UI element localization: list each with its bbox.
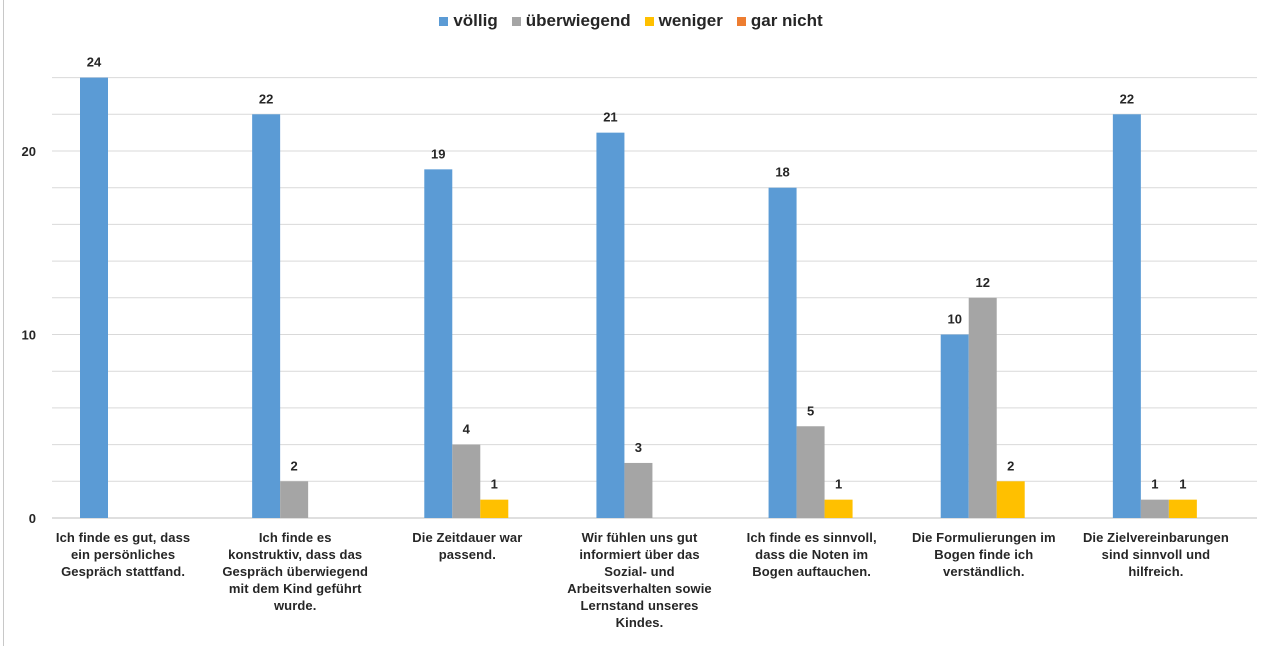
legend-swatch-voellig <box>439 16 449 26</box>
bar-völlig <box>252 114 281 519</box>
y-tick-label: 0 <box>29 511 36 526</box>
x-category-label: Ich finde es sinnvoll, dass die Noten im… <box>746 530 877 579</box>
frame-border <box>3 0 4 646</box>
bar-weniger <box>1168 499 1197 518</box>
data-label: 22 <box>1120 91 1134 106</box>
bar-völlig <box>940 334 969 518</box>
data-label: 4 <box>463 422 471 437</box>
data-label: 19 <box>431 146 445 161</box>
data-label: 2 <box>291 458 298 473</box>
x-category-label: Ich finde es gut, dass ein persönliches … <box>55 530 191 579</box>
bar-weniger <box>824 499 853 518</box>
legend-label-ueberwiegend: überwiegend <box>525 11 631 30</box>
bar-völlig <box>424 169 453 518</box>
x-category-label: Die Zielvereinbarungen sind sinnvoll und… <box>1082 530 1229 579</box>
legend-swatch-ueberwiegend <box>511 16 521 26</box>
bar-völlig <box>768 187 797 518</box>
data-label: 21 <box>603 110 617 125</box>
y-tick-label: 10 <box>22 328 36 343</box>
legend-label-weniger: weniger <box>658 11 723 30</box>
bar-weniger <box>480 499 509 518</box>
bar-überwiegend <box>452 444 481 518</box>
legend-swatch-weniger <box>644 16 654 26</box>
data-label: 24 <box>87 55 102 70</box>
legend: völlig überwiegend weniger gar nicht <box>0 11 1262 31</box>
bar-überwiegend <box>280 481 309 518</box>
data-label: 1 <box>1151 477 1158 492</box>
data-label: 10 <box>947 312 961 327</box>
bar-überwiegend <box>1140 499 1169 518</box>
legend-swatch-gar-nicht <box>736 16 746 26</box>
legend-label-voellig: völlig <box>453 11 498 30</box>
legend-item-weniger: weniger <box>644 11 723 31</box>
bar-völlig <box>596 132 625 518</box>
bar-überwiegend <box>624 462 653 518</box>
x-category-label: Die Formulierungen im Bogen finde ich ve… <box>911 530 1056 579</box>
data-label: 1 <box>1179 477 1186 492</box>
bar-überwiegend <box>796 426 825 518</box>
legend-item-ueberwiegend: überwiegend <box>511 11 631 31</box>
data-label: 1 <box>491 477 498 492</box>
bar-weniger <box>996 481 1025 518</box>
data-label: 22 <box>259 91 273 106</box>
x-category-label: Wir fühlen uns gut informiert über das S… <box>567 530 712 630</box>
data-label: 1 <box>835 477 842 492</box>
legend-item-gar-nicht: gar nicht <box>736 11 823 31</box>
bar-völlig <box>1112 114 1141 519</box>
x-category-label: Ich finde es konstruktiv, dass das Gespr… <box>222 530 369 613</box>
x-category-label: Die Zeitdauer war passend. <box>412 530 523 562</box>
y-tick-label: 20 <box>22 144 36 159</box>
data-label: 2 <box>1007 458 1014 473</box>
legend-label-gar-nicht: gar nicht <box>750 11 823 30</box>
data-label: 18 <box>775 165 789 180</box>
data-label: 12 <box>975 275 989 290</box>
bar-überwiegend <box>968 297 997 518</box>
data-label: 5 <box>807 403 814 418</box>
legend-item-voellig: völlig <box>439 11 498 31</box>
bar-völlig <box>80 77 108 518</box>
data-label: 3 <box>635 440 642 455</box>
